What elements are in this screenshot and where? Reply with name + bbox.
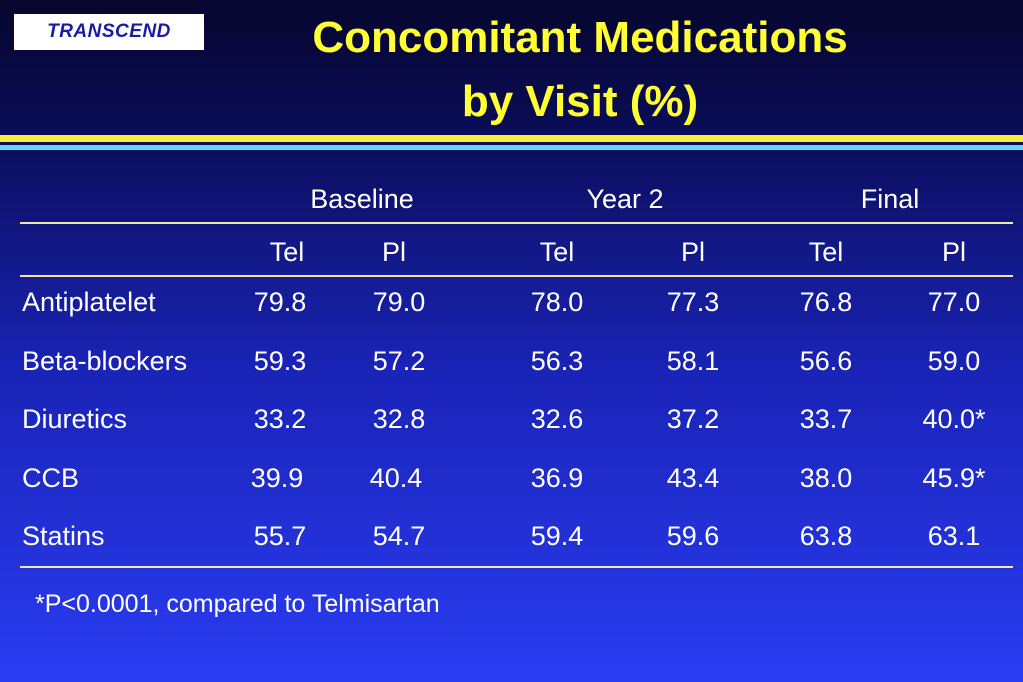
- subheader-baseline-pl: Pl: [381, 237, 407, 267]
- row-label-ccb: CCB: [22, 463, 80, 493]
- transcend-logo: TRANSCEND: [14, 14, 204, 50]
- table-rule-mid: [20, 275, 1013, 277]
- subheader-year2-tel: Tel: [539, 237, 575, 267]
- table-cell: 59.3: [253, 346, 307, 376]
- table-cell: 36.9: [530, 463, 584, 493]
- subheader-final-pl: Pl: [941, 237, 967, 267]
- table-cell: 76.8: [799, 287, 853, 317]
- header-divider-cyan: [0, 145, 1023, 150]
- row-label-antiplatelet: Antiplatelet: [22, 287, 156, 317]
- row-label-statins: Statins: [22, 521, 105, 551]
- slide-title-line2: by Visit (%): [461, 77, 699, 126]
- group-header-year2: Year 2: [586, 184, 664, 214]
- table-cell: 59.4: [530, 521, 584, 551]
- footnote: *P<0.0001, compared to Telmisartan: [35, 590, 440, 618]
- table-cell: 77.0: [927, 287, 981, 317]
- table-cell: 58.1: [666, 346, 720, 376]
- table-cell: 38.0: [799, 463, 853, 493]
- table-cell: 37.2: [666, 404, 720, 434]
- table-cell: 40.0*: [922, 404, 986, 434]
- table-cell: 33.2: [253, 404, 307, 434]
- logo-text: TRANSCEND: [47, 21, 171, 42]
- subheader-year2-pl: Pl: [680, 237, 706, 267]
- table-cell: 59.0: [927, 346, 981, 376]
- header-divider-yellow: [0, 135, 1023, 142]
- table-cell: 54.7: [372, 521, 426, 551]
- table-cell: 78.0: [530, 287, 584, 317]
- table-cell: 43.4: [666, 463, 720, 493]
- table-cell: 32.8: [372, 404, 426, 434]
- subheader-baseline-tel: Tel: [269, 237, 305, 267]
- table-cell: 79.8: [253, 287, 307, 317]
- subheader-final-tel: Tel: [808, 237, 844, 267]
- table-cell: 33.7: [799, 404, 853, 434]
- row-label-beta-blockers: Beta-blockers: [22, 346, 188, 376]
- table-cell: 63.1: [927, 521, 981, 551]
- table-rule-top: [20, 222, 1013, 224]
- table-rule-bottom: [20, 566, 1013, 568]
- table-cell: 57.2: [372, 346, 426, 376]
- table-cell: 39.9: [250, 463, 304, 493]
- table-cell: 63.8: [799, 521, 853, 551]
- table-cell: 40.4: [369, 463, 423, 493]
- row-label-diuretics: Diuretics: [22, 404, 128, 434]
- table-cell: 45.9*: [922, 463, 986, 493]
- table-cell: 56.3: [530, 346, 584, 376]
- slide-title-line1: Concomitant Medications: [312, 13, 848, 62]
- group-header-final: Final: [860, 184, 920, 214]
- group-header-baseline: Baseline: [310, 184, 414, 214]
- table-cell: 79.0: [372, 287, 426, 317]
- table-cell: 55.7: [253, 521, 307, 551]
- table-cell: 59.6: [666, 521, 720, 551]
- table-cell: 56.6: [799, 346, 853, 376]
- table-cell: 32.6: [530, 404, 584, 434]
- table-cell: 77.3: [666, 287, 720, 317]
